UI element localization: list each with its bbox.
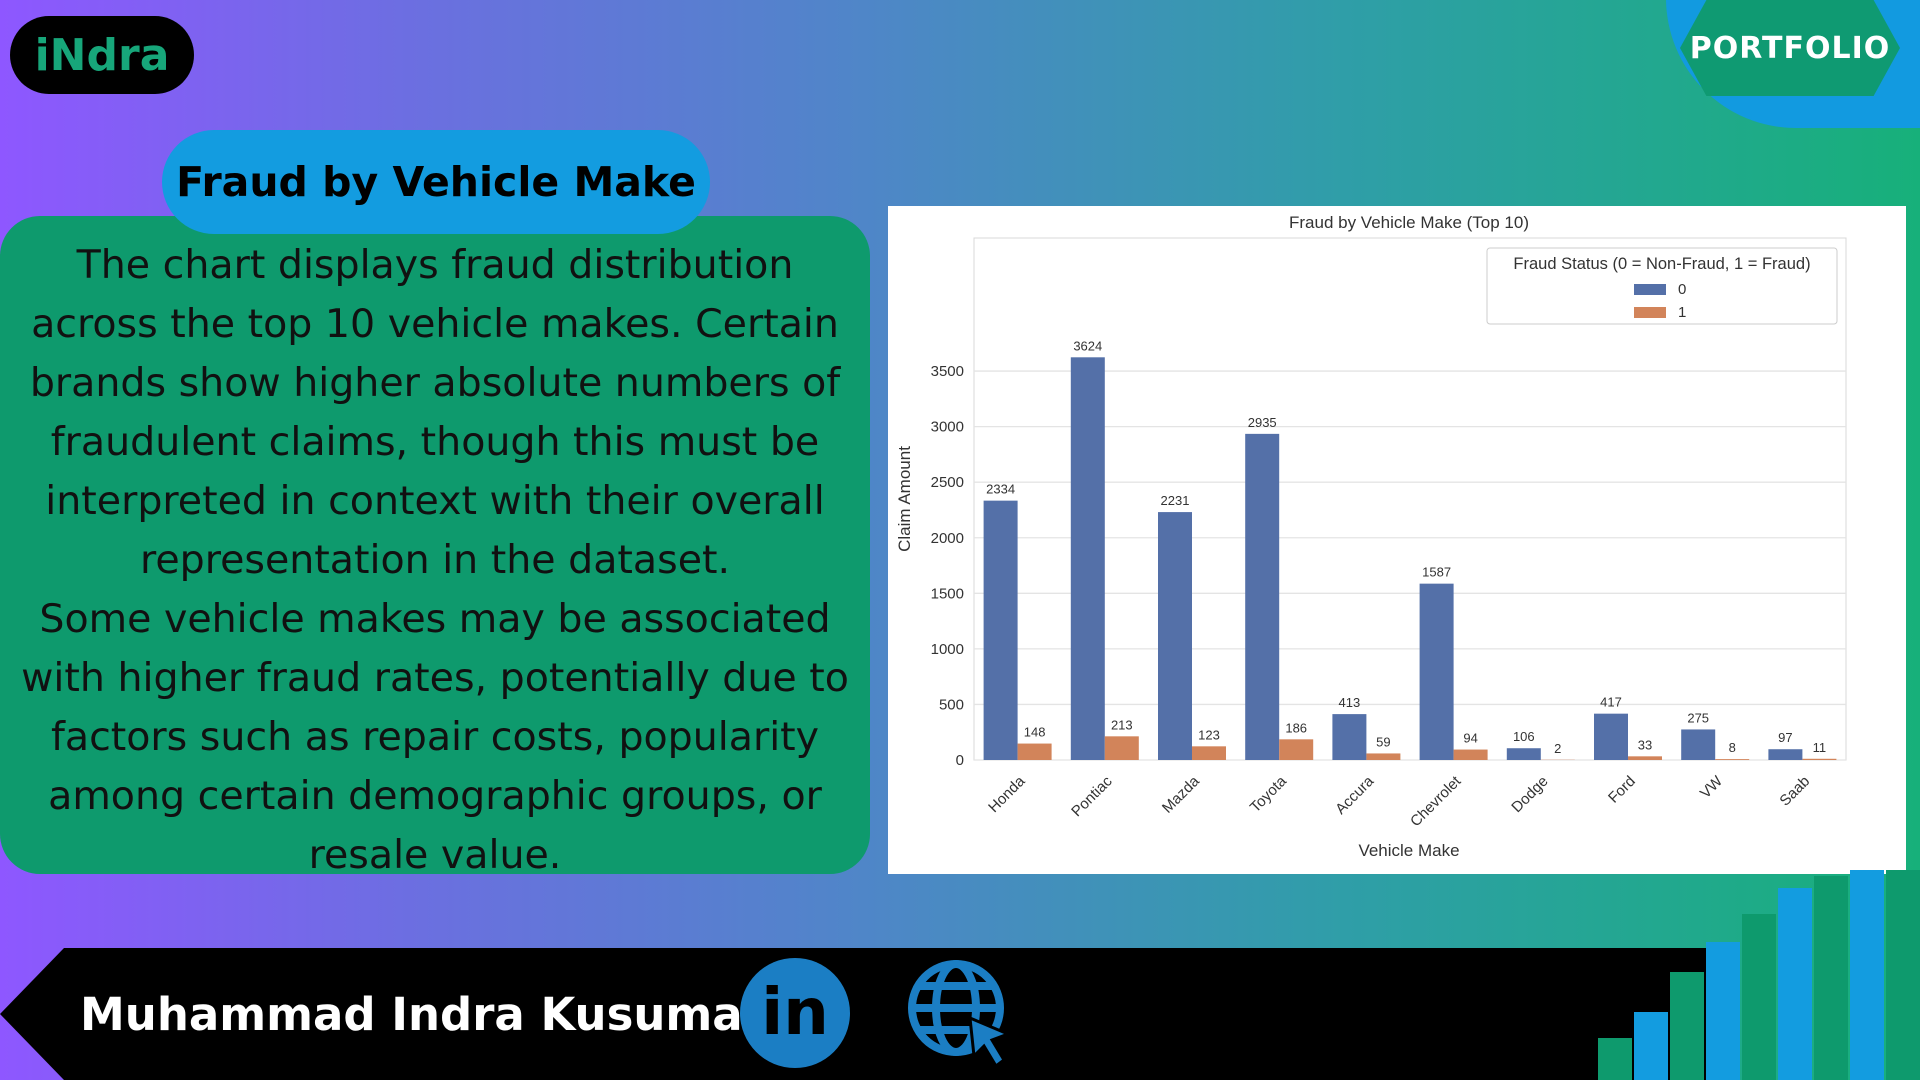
y-tick-label: 0 (956, 752, 964, 769)
decorative-bar-graphic (1598, 870, 1920, 1080)
bar-toyota-fraud (1279, 739, 1314, 760)
legend: Fraud Status (0 = Non-Fraud, 1 = Fraud) … (1486, 247, 1838, 325)
bar-ford-non-fraud (1594, 713, 1628, 760)
chart-title: Fraud by Vehicle Make (Top 10) (1289, 213, 1529, 232)
y-tick-label: 2000 (931, 530, 964, 547)
chart-card: Fraud by Vehicle Make (Top 10) 0 500 1000 1… (888, 206, 1906, 874)
bar-accura-fraud (1366, 753, 1401, 760)
data-label: 97 (1778, 730, 1792, 745)
grid: 0 500 1000 1500 2000 2500 3000 3500 (931, 363, 1846, 769)
data-label: 8 (1729, 740, 1736, 755)
bar-pontiac-non-fraud (1070, 357, 1105, 760)
bar-vw-non-fraud (1681, 729, 1716, 760)
x-tick-label: Pontiac (1068, 772, 1116, 820)
legend-title: Fraud Status (0 = Non-Fraud, 1 = Fraud) (1513, 255, 1810, 273)
x-tick-label: VW (1697, 772, 1727, 802)
data-label: 2 (1554, 741, 1561, 756)
x-tick-label: Mazda (1159, 772, 1203, 816)
data-label: 148 (1024, 725, 1046, 740)
bars (983, 357, 1837, 760)
linkedin-icon[interactable]: in (740, 958, 850, 1068)
section-title: Fraud by Vehicle Make (162, 130, 710, 234)
x-ticks: Honda Pontiac Mazda Toyota Accura Chevrolet Do… (985, 772, 1813, 830)
data-label: 275 (1687, 710, 1709, 725)
data-label: 2935 (1248, 415, 1277, 430)
x-tick-label: Toyota (1247, 772, 1291, 816)
bar-saab-non-fraud (1768, 749, 1803, 760)
portfolio-badge: PORTFOLIO (1680, 0, 1900, 96)
x-tick-label: Accura (1332, 772, 1377, 817)
data-label: 1587 (1422, 565, 1451, 580)
data-label: 11 (1813, 740, 1827, 755)
bar-honda-non-fraud (983, 500, 1018, 760)
x-tick-label: Dodge (1508, 773, 1551, 816)
data-label: 186 (1285, 720, 1307, 735)
legend-swatch-non-fraud (1634, 284, 1666, 295)
x-tick-label: Chevrolet (1407, 772, 1465, 830)
bar-mazda-fraud (1192, 746, 1226, 760)
bar-vw-fraud (1715, 759, 1750, 760)
bar-saab-fraud (1802, 758, 1837, 760)
legend-label-non-fraud: 0 (1678, 281, 1686, 298)
data-label: 2334 (986, 482, 1015, 497)
data-label: 33 (1638, 737, 1652, 752)
data-label: 94 (1463, 731, 1477, 746)
fraud-by-make-chart: Fraud by Vehicle Make (Top 10) 0 500 1000 1… (895, 213, 1847, 860)
description-card: The chart displays fraud distribution ac… (0, 216, 870, 878)
bar-dodge-non-fraud (1506, 748, 1541, 760)
globe-cursor-icon[interactable] (904, 956, 1020, 1072)
bar-mazda-non-fraud (1158, 512, 1192, 760)
bar-pontiac-fraud (1104, 736, 1139, 760)
data-labels: 2334 148 3624 213 2231 123 2935 186 413 59 1587 94 1… (986, 338, 1826, 755)
data-label: 413 (1339, 695, 1361, 710)
y-tick-label: 500 (939, 696, 964, 713)
x-tick-label: Saab (1776, 773, 1813, 810)
x-tick-label: Honda (985, 772, 1029, 816)
description-paragraph-2: Some vehicle makes may be associated wit… (21, 596, 849, 878)
data-label: 3624 (1073, 338, 1102, 353)
data-label: 417 (1600, 695, 1622, 710)
bar-ford-fraud (1628, 756, 1662, 760)
y-tick-label: 3000 (931, 419, 964, 436)
bar-honda-fraud (1017, 743, 1052, 760)
x-tick-label: Ford (1605, 773, 1639, 807)
bar-toyota-non-fraud (1245, 433, 1280, 760)
data-label: 123 (1198, 727, 1220, 742)
footer-bar (0, 948, 1710, 1080)
legend-swatch-fraud (1634, 307, 1666, 318)
data-label: 2231 (1161, 493, 1190, 508)
brand-logo: iNdra (10, 16, 194, 94)
author-name: Muhammad Indra Kusuma (80, 988, 743, 1041)
legend-label-fraud: 1 (1678, 304, 1686, 321)
data-label: 106 (1513, 729, 1535, 744)
data-label: 59 (1376, 734, 1390, 749)
y-tick-label: 1500 (931, 585, 964, 602)
y-tick-label: 1000 (931, 641, 964, 658)
y-tick-label: 3500 (931, 363, 964, 380)
data-label: 213 (1111, 717, 1133, 732)
plot-area (973, 237, 1847, 761)
x-axis-label: Vehicle Make (1358, 841, 1459, 860)
bar-accura-non-fraud (1332, 714, 1367, 760)
description-paragraph-1: The chart displays fraud distribution ac… (29, 242, 841, 583)
y-tick-label: 2500 (931, 474, 964, 491)
y-axis-label: Claim Amount (895, 446, 914, 552)
bar-chevrolet-non-fraud (1419, 583, 1454, 760)
bar-chevrolet-fraud (1453, 749, 1488, 760)
